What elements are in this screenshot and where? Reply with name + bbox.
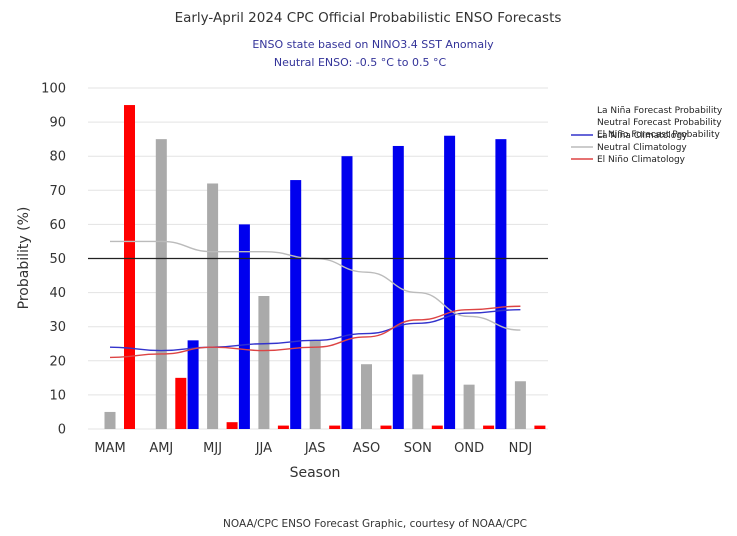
bar	[329, 425, 341, 429]
x-tick-label: NDJ	[509, 441, 533, 456]
y-axis-ticks: 0 10 20 30 40 50 60 70 80 90 100	[41, 82, 66, 438]
bar	[380, 425, 392, 429]
bar	[175, 377, 187, 429]
x-tick-label: MJJ	[203, 441, 222, 456]
legend: La Niña Forecast Probability Neutral Fore…	[571, 106, 723, 165]
bar	[124, 105, 135, 430]
y-tick-label: 0	[58, 423, 66, 438]
series-line	[110, 240, 521, 331]
credit-text: NOAA/CPC ENSO Forecast Graphic, courtesy…	[223, 518, 527, 530]
y-tick-label: 40	[49, 286, 66, 301]
bar	[341, 156, 353, 429]
bar	[444, 135, 456, 430]
y-tick-label: 10	[49, 388, 66, 403]
chart-subtitle-line-1: ENSO state based on NINO3.4 SST Anomaly	[252, 38, 494, 51]
x-tick-label: JAS	[304, 441, 326, 456]
legend-label: La Niña Forecast Probability	[597, 106, 723, 116]
x-tick-label: MAM	[94, 441, 125, 456]
x-tick-label: ASO	[353, 441, 380, 456]
bar	[534, 425, 546, 429]
bar	[463, 384, 475, 429]
bar	[187, 340, 199, 429]
x-tick-label: JJA	[255, 441, 272, 456]
bar	[495, 139, 507, 429]
y-tick-label: 50	[49, 252, 66, 267]
x-tick-label: OND	[454, 441, 484, 456]
bar	[226, 422, 238, 429]
bar	[483, 425, 495, 429]
series-line	[109, 305, 521, 359]
legend-label: La Niña Climatology	[597, 131, 688, 141]
x-axis-ticks: MAM AMJ MJJ JJA JAS ASO SON OND NDJ	[94, 441, 532, 456]
bar	[238, 224, 250, 429]
forecast-bars	[104, 105, 546, 430]
bar	[290, 180, 302, 429]
chart-title: Early-April 2024 CPC Official Probabilis…	[175, 10, 562, 26]
chart-subtitle-line-2: Neutral ENSO: -0.5 °C to 0.5 °C	[274, 56, 447, 69]
legend-label: El Niño Forecast Probability	[597, 130, 721, 140]
bar	[361, 364, 372, 429]
bar	[207, 183, 219, 429]
legend-label: Neutral Climatology	[597, 143, 687, 153]
x-axis-label: Season	[290, 465, 341, 481]
bar	[277, 425, 289, 429]
bar	[155, 139, 167, 429]
y-tick-label: 30	[49, 320, 66, 335]
legend-label: El Niño Climatology	[597, 155, 686, 165]
x-tick-label: SON	[404, 441, 432, 456]
x-tick-label: AMJ	[149, 441, 173, 456]
bar	[309, 340, 321, 429]
y-tick-label: 60	[49, 218, 66, 233]
y-tick-label: 70	[49, 184, 66, 199]
legend-label: Neutral Forecast Probability	[597, 118, 722, 128]
bar	[258, 296, 270, 429]
bar	[431, 425, 443, 429]
y-tick-label: 20	[49, 354, 66, 369]
bar	[412, 374, 424, 429]
y-axis-label: Probability (%)	[16, 207, 32, 310]
bar	[104, 411, 116, 429]
bar	[514, 381, 526, 429]
series-line	[109, 308, 521, 352]
y-tick-label: 80	[49, 150, 66, 165]
y-tick-label: 90	[49, 116, 66, 131]
y-tick-label: 100	[41, 82, 66, 97]
